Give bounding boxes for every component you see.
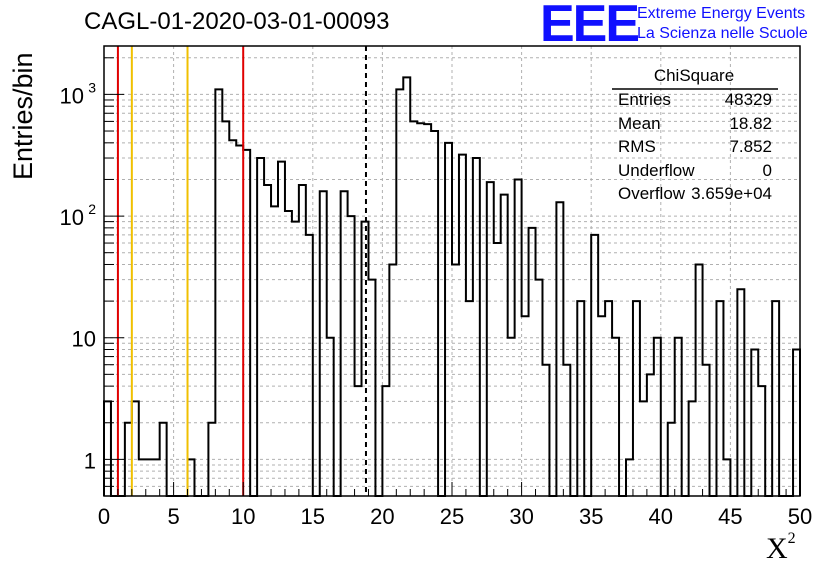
x-tick-label: 30 — [509, 504, 533, 529]
y-tick-label: 10 — [72, 327, 96, 352]
x-tick-label: 35 — [579, 504, 603, 529]
stats-value: 18.82 — [729, 113, 772, 133]
axis-ticks — [103, 57, 801, 497]
y-tick-exponent: 3 — [88, 79, 96, 95]
chart-title: CAGL-01-2020-03-01-00093 — [84, 8, 390, 35]
x-tick-label: 15 — [301, 504, 325, 529]
stats-row-entries: Entries 48329 — [610, 90, 778, 114]
x-tick-label: 20 — [370, 504, 394, 529]
cut-lines — [116, 46, 367, 496]
y-tick-exponent: 2 — [88, 201, 96, 217]
stats-value: 0 — [762, 160, 772, 180]
x-axis-label-superscript: 2 — [787, 530, 796, 547]
x-axis-label-text: X — [766, 532, 788, 565]
logo-caption-line2: La Scienza nelle Scuole — [637, 25, 808, 42]
stats-label: Underflow — [618, 160, 695, 180]
stats-label: RMS — [618, 137, 656, 156]
x-tick-label: 10 — [231, 504, 255, 529]
x-tick-label: 45 — [718, 504, 742, 529]
y-tick-label: 1 — [84, 448, 96, 473]
y-tick-label: 10 — [60, 83, 84, 108]
stats-value: 7.852 — [729, 137, 772, 156]
stats-row-mean: Mean 18.82 — [610, 114, 778, 138]
y-tick-label: 10 — [60, 205, 84, 230]
eee-logo: EEE — [540, 0, 640, 53]
stats-label: Entries — [618, 90, 671, 109]
stats-value: 3.659e+04 — [691, 184, 772, 203]
logo-caption: Extreme Energy Events La Scienza nelle S… — [637, 4, 808, 44]
logo-caption-line1: Extreme Energy Events — [637, 5, 806, 22]
stats-row-underflow: Underflow 0 — [610, 161, 778, 185]
stats-row-overflow: Overflow 3.659e+04 — [610, 184, 778, 208]
stats-name: ChiSquare — [653, 66, 735, 85]
x-axis-label: X2 — [766, 530, 796, 566]
x-tick-label: 40 — [649, 504, 673, 529]
x-tick-label: 5 — [167, 504, 179, 529]
x-tick-label: 50 — [788, 504, 812, 529]
y-axis-label: Entries/bin — [8, 52, 38, 180]
stats-row-rms: RMS 7.852 — [610, 137, 778, 161]
x-tick-label: 25 — [440, 504, 464, 529]
stats-label: Mean — [618, 113, 661, 133]
stats-label: Overflow — [618, 184, 686, 203]
x-tick-label: 0 — [98, 504, 110, 529]
stats-box: ChiSquare Entries 48329 Mean 18.82 RMS 7.85… — [610, 66, 778, 208]
stats-value: 48329 — [724, 90, 772, 109]
